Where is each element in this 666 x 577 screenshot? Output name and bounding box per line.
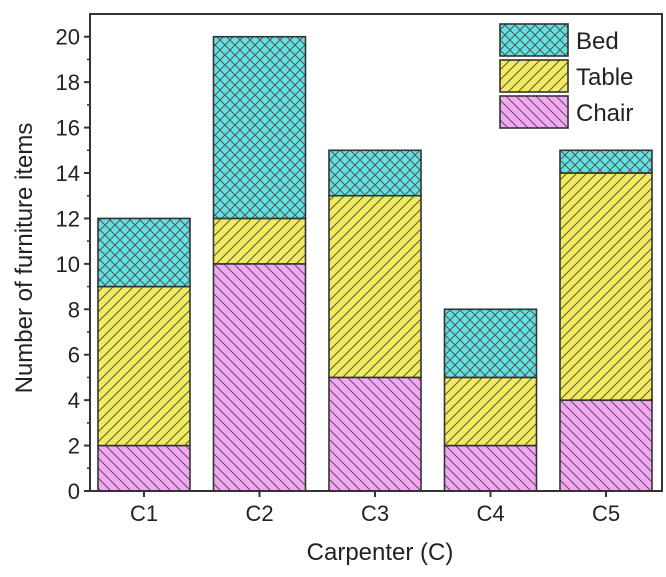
legend-label: Bed xyxy=(576,28,619,55)
axes-layer: 0 2 4 6 8 10 12 14 16 18 20 C1 C2 C3 C4 C5 xyxy=(56,13,663,526)
bar-chair-c2 xyxy=(212,263,307,492)
bar-bed-c4 xyxy=(443,308,538,379)
bar-hatch xyxy=(559,149,653,174)
legend-swatch xyxy=(499,59,569,93)
y-tick-label: 16 xyxy=(56,116,80,141)
legend-item-bed: Bed xyxy=(499,23,619,57)
legend-item-chair: Chair xyxy=(499,95,633,129)
y-tick-label: 4 xyxy=(68,388,80,413)
legend-swatch xyxy=(499,95,569,129)
bar-hatch xyxy=(328,194,422,379)
bars-layer xyxy=(97,35,653,492)
bar-hatch xyxy=(328,376,422,492)
bar-bed-c5 xyxy=(559,149,653,174)
bar-hatch xyxy=(97,217,191,288)
y-tick-label: 8 xyxy=(68,297,80,322)
legend-label: Chair xyxy=(576,100,633,127)
bar-table-c1 xyxy=(97,285,191,447)
bar-table-c2 xyxy=(212,217,307,265)
bar-hatch xyxy=(212,35,307,220)
bar-hatch xyxy=(212,263,307,492)
bar-chair-c5 xyxy=(559,399,653,492)
x-tick-label: C5 xyxy=(592,501,620,526)
bar-hatch xyxy=(559,172,653,401)
x-tick-label: C4 xyxy=(476,501,504,526)
bar-hatch xyxy=(97,285,191,447)
bar-hatch xyxy=(328,149,422,197)
bar-chair-c3 xyxy=(328,376,422,492)
bar-table-c5 xyxy=(559,172,653,401)
bar-bed-c2 xyxy=(212,35,307,220)
bar-hatch xyxy=(97,444,191,492)
bar-chair-c1 xyxy=(97,444,191,492)
legend: Bed Table Chair xyxy=(499,23,633,129)
legend-item-table: Table xyxy=(499,59,633,93)
y-tick-label: 18 xyxy=(56,70,80,95)
bar-hatch xyxy=(443,308,538,379)
y-tick-label: 14 xyxy=(56,161,80,186)
bar-table-c4 xyxy=(443,376,538,447)
y-axis-title: Number of furniture items xyxy=(11,123,38,394)
y-tick-label: 6 xyxy=(68,343,80,368)
y-tick-label: 20 xyxy=(56,25,80,50)
bar-bed-c1 xyxy=(97,217,191,288)
bar-hatch xyxy=(559,399,653,492)
x-tick-label: C1 xyxy=(130,501,158,526)
bar-table-c3 xyxy=(328,194,422,379)
bar-hatch xyxy=(212,217,307,265)
y-tick-label: 12 xyxy=(56,206,80,231)
bar-hatch xyxy=(443,376,538,447)
bar-hatch xyxy=(443,444,538,492)
x-axis-title: Carpenter (C) xyxy=(307,539,454,566)
x-tick-label: C2 xyxy=(245,501,273,526)
legend-label: Table xyxy=(576,64,633,91)
legend-swatch xyxy=(499,23,569,57)
y-tick-label: 2 xyxy=(68,434,80,459)
y-tick-label: 0 xyxy=(68,479,80,504)
y-tick-label: 10 xyxy=(56,252,80,277)
bar-bed-c3 xyxy=(328,149,422,197)
x-tick-label: C3 xyxy=(361,501,389,526)
bar-chair-c4 xyxy=(443,444,538,492)
